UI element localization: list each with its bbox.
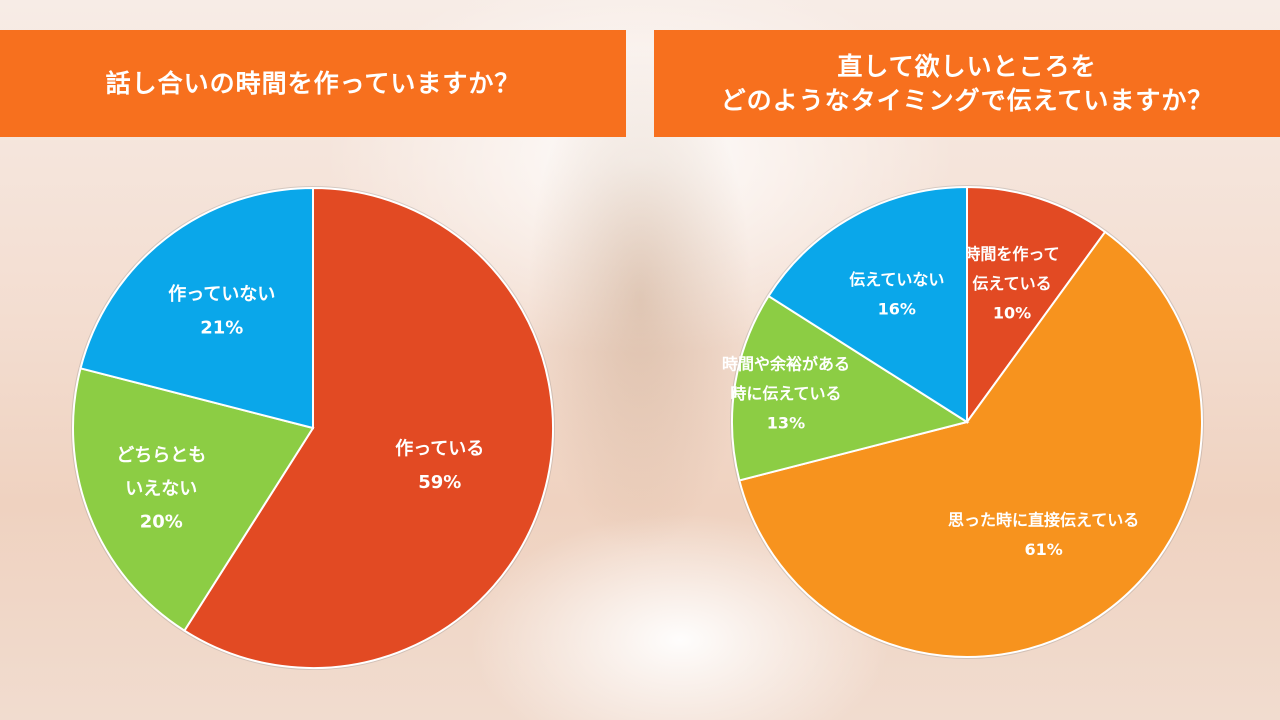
right-slice-1-label-line-0: 思った時に直接伝えている: [948, 511, 1139, 530]
right-slice-2-label-line-0: 時間や余裕がある: [722, 354, 850, 373]
left-pie-slice-1: [72, 367, 315, 633]
right-slice-0-value-label: 10%: [993, 304, 1031, 323]
right-chart-title-line2: どのようなタイミングで伝えていますか？: [720, 85, 1214, 115]
right-slice-0-label-line-1: 伝えている: [972, 274, 1051, 293]
right-slice-2-label-line-1: 時に伝えている: [730, 384, 841, 403]
right-pie-slice-3: [767, 185, 968, 424]
left-chart-title: 話し合いの時間を作っていますか？: [0, 30, 626, 137]
right-pie-slice-2: [731, 294, 970, 482]
right-slice-1-value-label: 61%: [1024, 540, 1062, 559]
right-chart-title-line1: 直して欲しいところを: [837, 51, 1097, 81]
left-slice-0-value-label: 59%: [418, 472, 461, 493]
left-slice-2-label-line-0: 作っていない: [168, 283, 275, 305]
right-slice-3-value-label: 16%: [878, 300, 916, 319]
right-slice-0-label-line-0: 時間を作って: [964, 244, 1059, 263]
left-pie-slice-2: [79, 186, 314, 430]
left-slice-2-value-label: 21%: [200, 317, 243, 338]
left-slice-1-label-line-0: どちらとも: [116, 445, 206, 466]
left-slice-1-value-label: 20%: [140, 512, 183, 533]
right-pie-slice-0: [966, 185, 1107, 426]
left-chart-title-text: 話し合いの時間を作っていますか？: [105, 68, 521, 98]
right-slice-3-label-line-0: 伝えていない: [849, 270, 944, 289]
right-pie-slice-1: [738, 230, 1203, 658]
left-slice-1-label-line-1: いえない: [125, 478, 197, 499]
right-slice-2-value-label: 13%: [767, 414, 805, 433]
right-chart-title: 直して欲しいところを どのようなタイミングで伝えていますか？: [654, 30, 1280, 137]
left-pie-slice-0: [183, 186, 554, 669]
left-slice-0-label-line-0: 作っている: [395, 437, 484, 459]
